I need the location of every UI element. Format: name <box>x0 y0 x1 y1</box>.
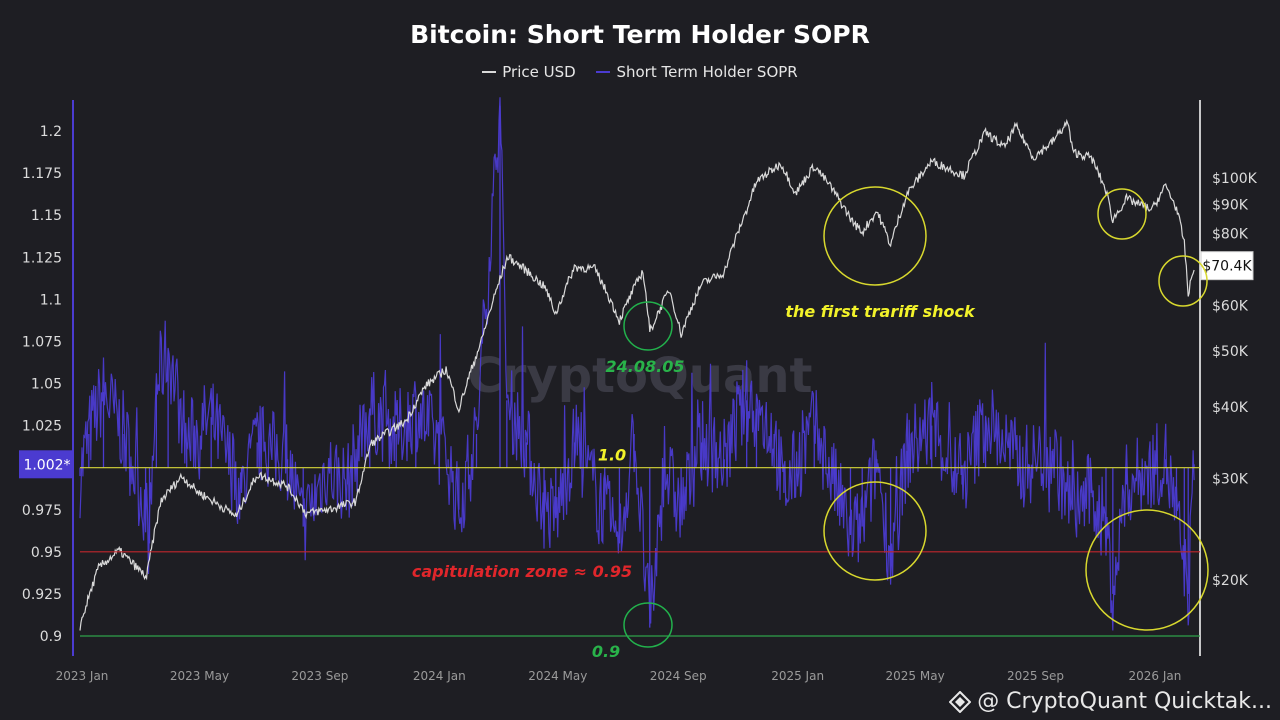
x-tick-label: 2023 May <box>170 669 229 683</box>
highlight-circle-feb26-price <box>1158 255 1208 307</box>
highlight-circle-tariff-sopr <box>823 481 927 581</box>
left-tick-label: 1.2 <box>40 124 62 140</box>
left-tick-label: 0.925 <box>22 587 62 603</box>
legend-item-sopr[interactable]: Short Term Holder SOPR <box>596 63 798 81</box>
legend-label-price: Price USD <box>502 63 576 81</box>
annotation-date-24-08-05: 24.08.05 <box>606 357 685 376</box>
right-tick-label: $40K <box>1212 400 1249 416</box>
left-tick-label: 1.075 <box>22 334 62 350</box>
highlight-circle-aug24-price <box>623 301 673 351</box>
watermark-text: CryptoQuant <box>468 348 813 404</box>
x-tick-label: 2025 Sep <box>1007 669 1064 683</box>
legend-swatch-price <box>482 70 497 73</box>
left-tick-label: 0.9 <box>40 629 62 645</box>
price-series-line <box>79 118 1195 631</box>
left-tick-label: 1.025 <box>22 419 62 435</box>
highlight-circle-tariff-price <box>823 186 927 286</box>
annotation-tariff-shock: the first trariff shock <box>785 302 976 321</box>
chart-legend: Price USD Short Term Holder SOPR <box>0 63 1280 81</box>
highlight-circle-aug24-sopr <box>623 602 673 648</box>
left-tick-label: 0.975 <box>22 503 62 519</box>
sopr-series-line <box>79 97 1195 631</box>
x-tick-label: 2023 Sep <box>291 669 348 683</box>
label-line-0-9: 0.9 <box>592 642 620 661</box>
left-tick-label: 1.05 <box>31 377 62 393</box>
right-axis-ticks: $100K $90K $80K $60K $50K $40K $30K $20K <box>1212 171 1258 589</box>
current-price-label: $70.4K <box>1202 259 1252 275</box>
left-axis-ticks: 1.2 1.175 1.15 1.125 1.1 1.075 1.05 1.025 0.975 0… <box>22 124 62 645</box>
left-tick-label: 1.125 <box>22 250 62 266</box>
label-line-1-0: 1.0 <box>598 446 626 465</box>
highlight-circle-nov25-price <box>1097 188 1147 240</box>
right-tick-label: $30K <box>1212 472 1249 488</box>
x-tick-label: 2023 Jan <box>56 669 109 683</box>
label-capitulation-zone: capitulation zone ≈ 0.95 <box>412 562 632 581</box>
left-tick-label: 1.15 <box>31 208 62 224</box>
current-price-badge <box>1200 251 1254 281</box>
current-sopr-badge <box>19 450 73 479</box>
right-tick-label: $100K <box>1212 171 1258 187</box>
x-tick-label: 2024 May <box>528 669 587 683</box>
right-tick-label: $60K <box>1212 299 1249 315</box>
legend-swatch-sopr <box>596 70 611 73</box>
legend-item-price[interactable]: Price USD <box>482 63 576 81</box>
highlight-circle-2026-sopr <box>1085 509 1209 631</box>
x-tick-label: 2025 Jan <box>771 669 824 683</box>
x-tick-label: 2024 Sep <box>650 669 707 683</box>
right-tick-label: $80K <box>1212 227 1249 243</box>
right-tick-label: $90K <box>1212 197 1249 213</box>
x-axis-ticks: 2023 Jan 2023 May 2023 Sep 2024 Jan 2024 May… <box>56 669 1182 683</box>
cryptoquant-logo-icon <box>949 691 972 713</box>
x-tick-label: 2026 Jan <box>1129 669 1182 683</box>
x-tick-label: 2024 Jan <box>413 669 466 683</box>
left-tick-label: 1.1 <box>40 292 62 308</box>
chart-title: Bitcoin: Short Term Holder SOPR <box>410 20 870 49</box>
left-tick-label: 0.95 <box>31 545 62 561</box>
right-tick-label: $50K <box>1212 344 1249 360</box>
footer-text: @ CryptoQuant Quicktak... <box>977 689 1272 714</box>
legend-label-sopr: Short Term Holder SOPR <box>616 63 798 81</box>
current-sopr-label: 1.002* <box>23 457 70 473</box>
x-tick-label: 2025 May <box>886 669 945 683</box>
footer-attribution: @ CryptoQuant Quicktak... <box>949 689 1272 714</box>
right-tick-label: $20K <box>1212 573 1249 589</box>
left-tick-label: 1.175 <box>22 166 62 182</box>
